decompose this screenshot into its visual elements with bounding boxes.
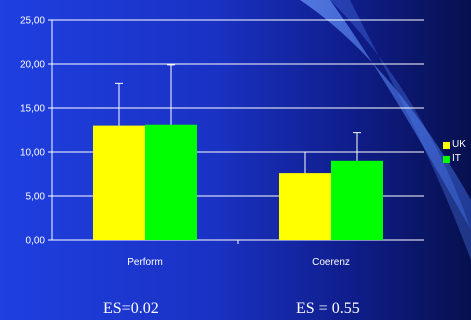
legend-label-it: IT [452, 153, 461, 164]
legend: UK IT [443, 138, 466, 166]
y-tick-label: 10,00 [20, 148, 45, 159]
category-label-perform: Perform [127, 257, 163, 268]
legend-item-it: IT [443, 152, 466, 166]
bar-uk-perform [93, 125, 145, 240]
y-tick-label: 15,00 [20, 104, 45, 115]
y-tick-label: 0,00 [26, 236, 46, 247]
effect-size-coerenz: ES = 0.55 [296, 300, 360, 317]
legend-swatch-uk [443, 141, 450, 149]
error-bars [115, 64, 361, 174]
bar-uk-coerenz [279, 173, 331, 240]
legend-item-uk: UK [443, 138, 466, 152]
effect-size-perform: ES=0.02 [103, 300, 159, 317]
y-tick-label: 5,00 [26, 192, 46, 203]
y-tick-label: 20,00 [20, 60, 45, 71]
category-label-coerenz: Coerenz [312, 257, 350, 268]
legend-swatch-it [443, 155, 450, 163]
axis-labels: 0,00 5,00 10,00 15,00 20,00 25,00 Perform Coere… [20, 16, 350, 269]
bar-it-perform [145, 124, 197, 240]
bar-it-coerenz [331, 160, 383, 240]
y-tick-label: 25,00 [20, 16, 45, 27]
bars [93, 124, 383, 240]
legend-label-uk: UK [452, 139, 466, 150]
